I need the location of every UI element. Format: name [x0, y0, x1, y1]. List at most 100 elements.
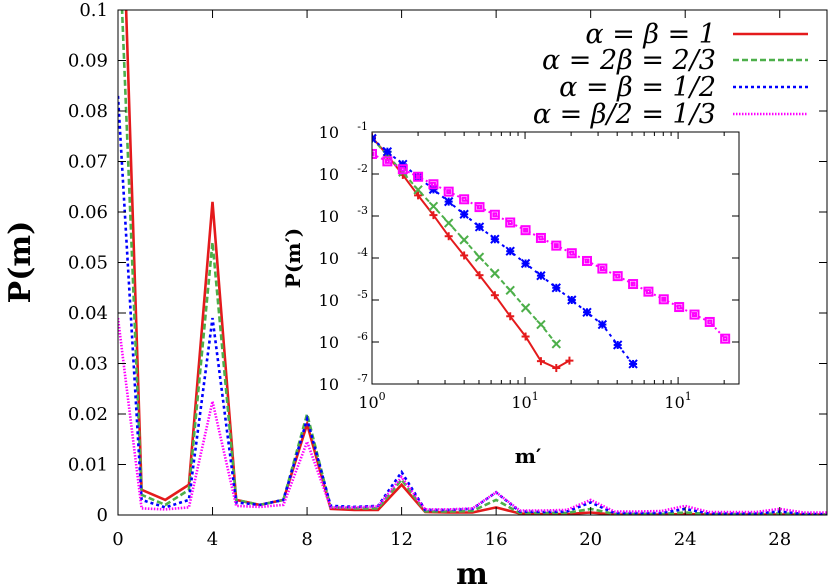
- inset-marker-square: [535, 232, 546, 243]
- inset-background: [372, 132, 739, 384]
- inset-marker-cross: [428, 201, 439, 212]
- inset-marker-star: [536, 270, 546, 281]
- inset-marker-star: [382, 146, 393, 157]
- inset-chart: 100 101 101 10-7 10-6 10-5 10-4 10-3 10-2 10-1 m′…: [281, 120, 740, 468]
- inset-marker-cross: [459, 235, 469, 245]
- main-x-tick-label: 4: [207, 529, 218, 550]
- inset-marker-plus: [444, 232, 453, 241]
- main-ticks: 0 4 8 12 16 20 24 28 0 0.01 0.02 0.03 0.04 0.05 0.06 0.…: [68, 0, 827, 550]
- inset-y-tick-label: 10 -7: [319, 372, 368, 394]
- main-y-tick-label: 0.05: [68, 253, 108, 274]
- inset-x-axis-title: m′: [515, 444, 541, 468]
- inset-marker-star: [628, 359, 638, 369]
- inset-marker-square: [505, 217, 516, 228]
- inset-marker-square: [551, 240, 562, 251]
- inset-series-group: [372, 133, 731, 373]
- inset-marker-plus: [565, 356, 574, 365]
- inset-marker-plus: [429, 211, 438, 220]
- inset-marker-square: [628, 279, 639, 290]
- inset-marker-square: [612, 271, 623, 282]
- inset-y-tick-label: 10 -5: [319, 288, 368, 310]
- main-y-tick-label: 0.04: [68, 303, 108, 324]
- main-series-line-1: [120, 10, 827, 515]
- inset-y-axis-title: P(m′): [281, 228, 305, 288]
- inset-marker-plus: [536, 357, 545, 366]
- main-y-tick-label: 0.08: [68, 101, 108, 122]
- legend-label-2: α = β = 1/2: [559, 72, 716, 103]
- inset-marker-square: [489, 209, 500, 220]
- inset-x-tick-label: 100: [358, 390, 385, 412]
- inset-marker-square: [413, 171, 424, 182]
- main-y-tick-label: 0.07: [68, 152, 108, 173]
- legend-label-1: α = 2β = 2/3: [542, 45, 716, 76]
- inset-marker-cross: [490, 268, 500, 279]
- legend-label-3: α = β/2 = 1/3: [533, 99, 716, 130]
- inset-y-tick-label: 10 -3: [319, 204, 368, 226]
- main-y-tick-label: 0.01: [68, 455, 108, 476]
- inset-marker-cross: [413, 185, 423, 195]
- inset-y-tick-label: 10 -2: [319, 162, 368, 184]
- inset-marker-star: [474, 222, 485, 232]
- main-x-tick-label: 20: [579, 529, 602, 550]
- inset-marker-star: [505, 246, 515, 256]
- main-y-tick-label: 0.09: [68, 51, 108, 72]
- inset-marker-square: [566, 248, 577, 259]
- inset-marker-square: [643, 286, 654, 297]
- inset-marker-cross: [443, 218, 454, 228]
- legend-label-0: α = β = 1: [585, 19, 716, 50]
- inset-marker-square: [428, 179, 439, 190]
- inset-marker-star: [520, 258, 531, 269]
- inset-marker-square: [704, 316, 715, 327]
- inset-marker-plus: [521, 332, 530, 341]
- inset-marker-square: [658, 294, 669, 305]
- main-x-tick-label: 16: [485, 529, 508, 550]
- inset-marker-star: [459, 209, 469, 219]
- inset-series-line-0: [372, 136, 570, 370]
- inset-marker-square: [597, 263, 608, 274]
- inset-marker-plus: [460, 251, 469, 260]
- inset-marker-plus: [414, 191, 423, 200]
- inset-marker-square: [582, 255, 593, 266]
- main-x-tick-label: 24: [674, 529, 697, 550]
- inset-marker-plus: [506, 312, 515, 321]
- main-y-tick-label: 0.06: [68, 202, 108, 223]
- inset-marker-square: [459, 194, 470, 205]
- inset-marker-star: [372, 133, 377, 144]
- inset-marker-star: [582, 307, 592, 317]
- inset-marker-star: [443, 196, 454, 207]
- inset-marker-plus: [552, 364, 561, 373]
- main-x-tick-label: 28: [768, 529, 791, 550]
- inset-marker-star: [612, 340, 623, 350]
- main-y-tick-label: 0.03: [68, 354, 108, 375]
- inset-marker-star: [551, 283, 561, 293]
- inset-marker-square: [397, 164, 408, 175]
- inset-marker-cross: [536, 319, 546, 330]
- inset-marker-square: [474, 202, 485, 213]
- main-x-tick-label: 0: [112, 529, 123, 550]
- inset-series-line-3: [372, 153, 726, 340]
- main-y-tick-label: 0: [97, 505, 108, 526]
- main-y-tick-label: 0.1: [79, 0, 108, 21]
- inset-marker-cross: [474, 252, 485, 262]
- inset-marker-cross: [520, 303, 531, 313]
- main-y-axis-title: P(m): [3, 221, 38, 304]
- inset-marker-square: [674, 302, 685, 313]
- inset-marker-square: [520, 225, 531, 236]
- inset-x-tick-label: 101: [664, 390, 691, 412]
- inset-marker-square: [720, 333, 731, 344]
- inset-y-tick-label: 10 -4: [319, 246, 368, 268]
- inset-marker-cross: [505, 285, 515, 296]
- inset-marker-plus: [475, 271, 484, 280]
- inset-marker-star: [567, 295, 577, 305]
- inset-marker-star: [597, 319, 608, 330]
- main-series-line-3: [118, 317, 827, 514]
- legend: α = β = 1α = 2β = 2/3α = β = 1/2α = β/2 …: [533, 19, 808, 130]
- main-chart: 0 4 8 12 16 20 24 28 0 0.01 0.02 0.03 0.04 0.05 0.06 0.…: [3, 0, 828, 587]
- inset-marker-square: [689, 309, 700, 320]
- inset-marker-square: [382, 156, 393, 167]
- inset-ticks: 100 101 101 10-7 10-6 10-5 10-4 10-3 10-2 10-1: [319, 120, 739, 412]
- inset-marker-plus: [490, 291, 499, 300]
- inset-x-tick-label: 101: [511, 390, 538, 412]
- main-y-tick-label: 0.02: [68, 404, 108, 425]
